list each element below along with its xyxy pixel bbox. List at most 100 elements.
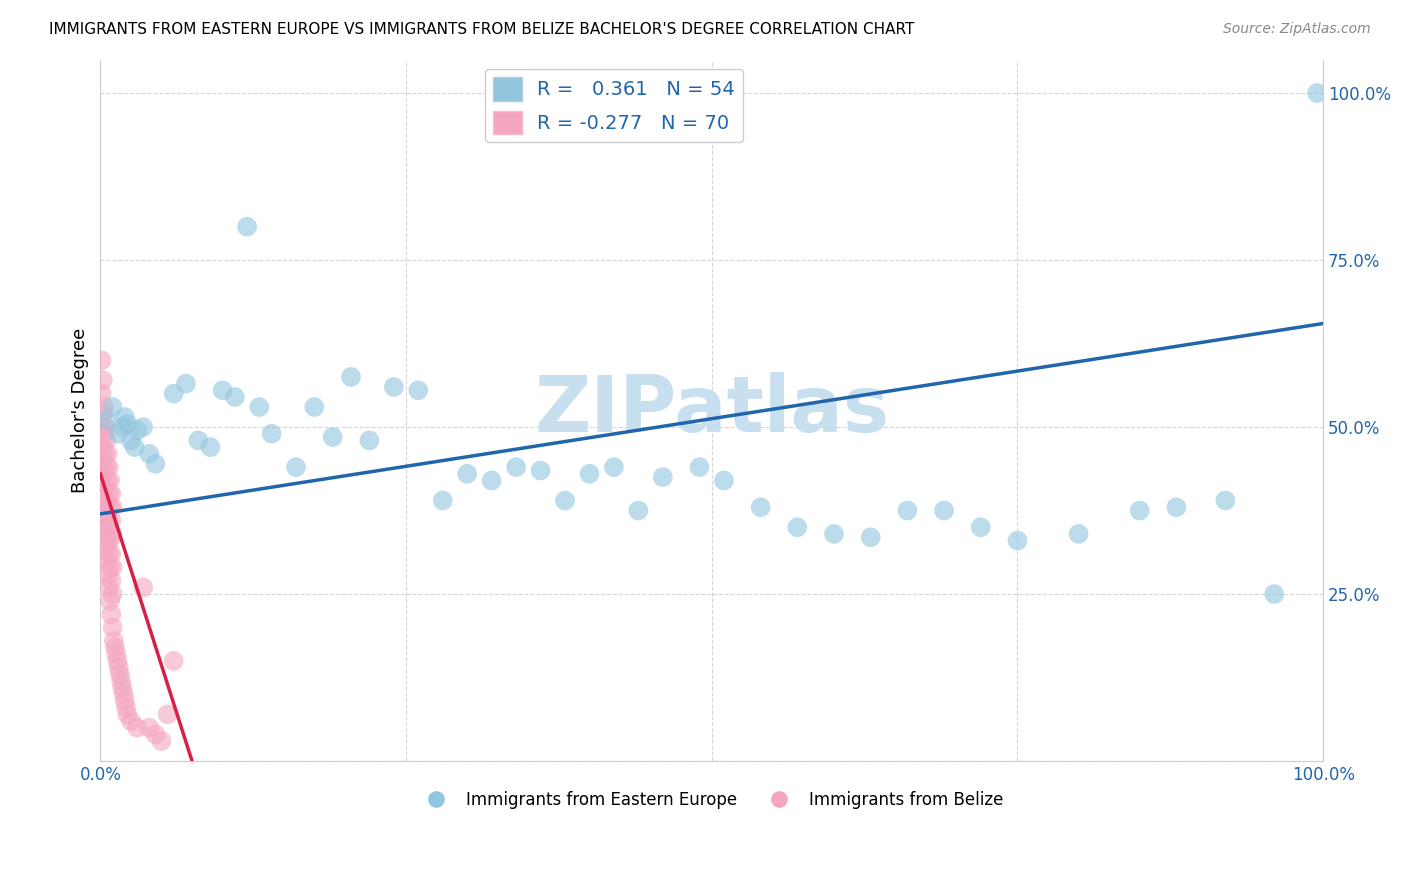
Point <box>1129 503 1152 517</box>
Point <box>98 500 121 515</box>
Point <box>651 470 673 484</box>
Point <box>96 460 118 475</box>
Point <box>98 533 121 548</box>
Point <box>110 673 132 688</box>
Point <box>93 460 115 475</box>
Point <box>211 384 233 398</box>
Point <box>107 654 129 668</box>
Point <box>786 520 808 534</box>
Point <box>114 410 136 425</box>
Point <box>101 500 124 515</box>
Point <box>94 447 117 461</box>
Point <box>150 734 173 748</box>
Point <box>111 420 134 434</box>
Point <box>125 721 148 735</box>
Point <box>406 384 429 398</box>
Point <box>236 219 259 234</box>
Point <box>100 547 122 561</box>
Point <box>96 413 118 427</box>
Point <box>1263 587 1285 601</box>
Point <box>91 373 114 387</box>
Point <box>101 620 124 634</box>
Legend: Immigrants from Eastern Europe, Immigrants from Belize: Immigrants from Eastern Europe, Immigran… <box>413 785 1011 816</box>
Point <box>107 426 129 441</box>
Point <box>627 503 650 517</box>
Point <box>1306 86 1329 100</box>
Point <box>174 376 197 391</box>
Point <box>90 453 112 467</box>
Point <box>138 447 160 461</box>
Point <box>896 503 918 517</box>
Point <box>224 390 246 404</box>
Point <box>117 707 139 722</box>
Point <box>90 386 112 401</box>
Point <box>132 580 155 594</box>
Point <box>100 607 122 621</box>
Point <box>94 420 117 434</box>
Point <box>93 400 115 414</box>
Point <box>91 474 114 488</box>
Point <box>932 503 955 517</box>
Point <box>97 520 120 534</box>
Point <box>124 440 146 454</box>
Point <box>93 493 115 508</box>
Point <box>90 487 112 501</box>
Point <box>145 727 167 741</box>
Point <box>90 420 112 434</box>
Point <box>97 474 120 488</box>
Point <box>749 500 772 515</box>
Point <box>91 507 114 521</box>
Point <box>97 567 120 582</box>
Point <box>90 353 112 368</box>
Point <box>247 400 270 414</box>
Y-axis label: Bachelor's Degree: Bachelor's Degree <box>72 327 89 493</box>
Point <box>145 457 167 471</box>
Text: IMMIGRANTS FROM EASTERN EUROPE VS IMMIGRANTS FROM BELIZE BACHELOR'S DEGREE CORRE: IMMIGRANTS FROM EASTERN EUROPE VS IMMIGR… <box>49 22 914 37</box>
Point <box>103 633 125 648</box>
Point <box>100 487 122 501</box>
Point <box>97 507 120 521</box>
Point <box>112 687 135 701</box>
Point <box>94 480 117 494</box>
Point <box>970 520 993 534</box>
Point <box>98 474 121 488</box>
Point <box>603 460 626 475</box>
Point <box>94 541 117 555</box>
Point <box>94 507 117 521</box>
Point <box>120 434 142 448</box>
Point <box>554 493 576 508</box>
Point <box>132 420 155 434</box>
Point <box>322 430 344 444</box>
Point <box>359 434 381 448</box>
Point <box>97 447 120 461</box>
Point <box>100 514 122 528</box>
Point <box>101 400 124 414</box>
Point <box>432 493 454 508</box>
Point <box>105 647 128 661</box>
Point <box>117 417 139 431</box>
Point <box>138 721 160 735</box>
Point <box>100 574 122 588</box>
Point <box>91 407 114 421</box>
Point <box>104 640 127 655</box>
Point <box>163 654 186 668</box>
Point <box>456 467 478 481</box>
Point <box>382 380 405 394</box>
Point <box>163 386 186 401</box>
Point <box>91 440 114 454</box>
Point <box>285 460 308 475</box>
Point <box>114 694 136 708</box>
Point <box>101 560 124 574</box>
Point <box>93 527 115 541</box>
Text: ZIPatlas: ZIPatlas <box>534 372 889 449</box>
Point <box>97 547 120 561</box>
Point <box>1007 533 1029 548</box>
Point <box>1166 500 1188 515</box>
Point <box>1213 493 1236 508</box>
Point <box>101 587 124 601</box>
Point <box>713 474 735 488</box>
Point <box>200 440 222 454</box>
Point <box>304 400 326 414</box>
Point <box>101 527 124 541</box>
Text: Source: ZipAtlas.com: Source: ZipAtlas.com <box>1223 22 1371 37</box>
